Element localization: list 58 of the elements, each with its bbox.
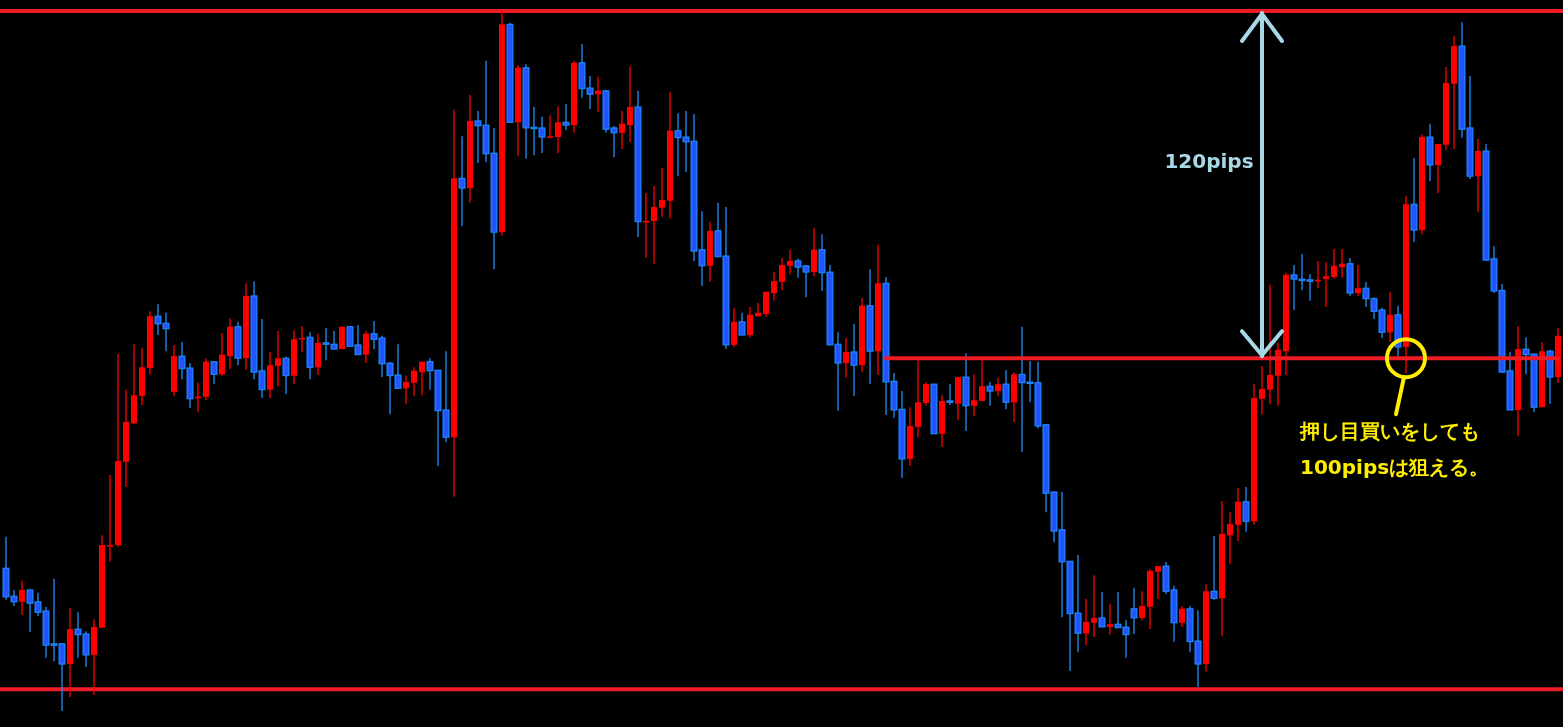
- candlestick: [1235, 487, 1241, 542]
- candlestick: [1355, 264, 1361, 297]
- candlestick: [763, 291, 769, 318]
- candlestick: [1331, 248, 1337, 280]
- candlestick: [747, 306, 753, 338]
- candlestick: [1435, 143, 1441, 194]
- annotation: 120pips: [1164, 149, 1254, 173]
- candlestick: [979, 359, 985, 402]
- candlestick: [458, 135, 466, 227]
- candlestick: [986, 381, 994, 407]
- candlestick: [843, 337, 849, 379]
- candlestick: [1179, 605, 1185, 628]
- candlestick: [787, 249, 793, 275]
- candlestick: [1227, 511, 1233, 565]
- candlestick: [1107, 603, 1113, 636]
- candlestick: [1083, 598, 1089, 646]
- candlestick: [850, 323, 858, 397]
- candlestick: [731, 307, 737, 348]
- candlestick: [275, 330, 281, 387]
- candlestick: [1139, 590, 1145, 621]
- candlestick: [779, 257, 785, 291]
- candlestick: [1267, 284, 1273, 405]
- candlestick: [1002, 369, 1010, 410]
- candlestick: [1323, 261, 1329, 308]
- candlestick: [210, 361, 218, 385]
- candlestick: [1242, 486, 1250, 533]
- candlestick: [219, 332, 225, 377]
- candlestick: [946, 383, 954, 406]
- candlestick: [555, 105, 561, 154]
- annotation: 押し目買いをしても: [1299, 419, 1480, 443]
- candlestick: [363, 330, 369, 364]
- candlestick: [19, 580, 25, 616]
- candlestick: [971, 373, 977, 417]
- candlestick: [403, 375, 409, 405]
- candlestick: [107, 474, 113, 562]
- annotation: 100pipsは狙える。: [1300, 455, 1490, 479]
- candlestick: [923, 381, 929, 407]
- candlestick: [738, 312, 746, 336]
- candlestick: [659, 167, 665, 218]
- candlestick: [1387, 291, 1393, 343]
- candlestick: [411, 366, 417, 397]
- candlestick: [627, 65, 633, 143]
- candlestick: [651, 185, 657, 265]
- candlestick: [1259, 365, 1265, 415]
- candlestick: [562, 103, 570, 131]
- candlestick: [619, 110, 625, 150]
- candlestick: [643, 192, 649, 259]
- candlestick: [771, 271, 777, 302]
- candlestick: [995, 377, 1001, 397]
- candlestick: [282, 356, 290, 395]
- candlestick: [547, 114, 553, 139]
- candlestick: [1210, 535, 1218, 601]
- candlestick: [419, 361, 425, 396]
- candlestick: [811, 227, 817, 277]
- candlestick: [1130, 587, 1138, 635]
- candlestick: [1155, 565, 1161, 600]
- candlestick: [1091, 574, 1097, 638]
- candlestick: [1098, 591, 1106, 628]
